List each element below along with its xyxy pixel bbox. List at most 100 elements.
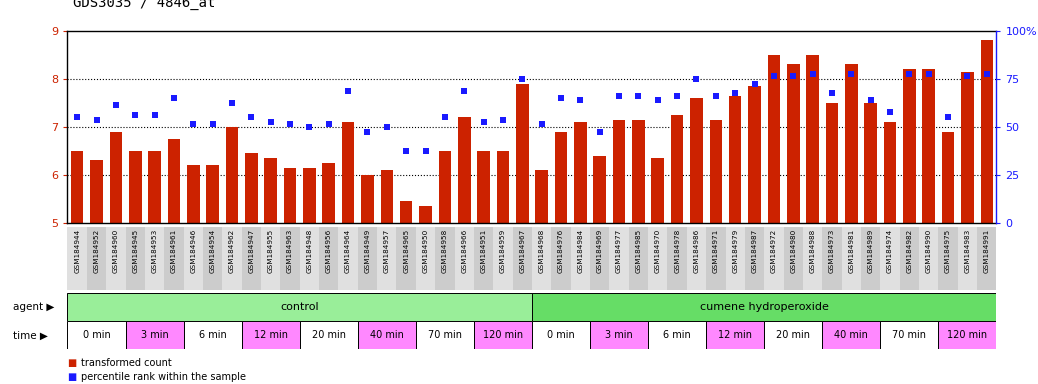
Bar [981, 40, 993, 223]
Bar [938, 321, 996, 349]
Text: 120 min: 120 min [948, 330, 987, 341]
Text: GSM184988: GSM184988 [810, 228, 816, 273]
Text: GSM184989: GSM184989 [868, 228, 874, 273]
Bar [687, 227, 706, 290]
Text: 6 min: 6 min [663, 330, 691, 341]
Bar [474, 321, 531, 349]
Bar [435, 227, 455, 290]
Point [650, 97, 666, 103]
Text: 120 min: 120 min [483, 330, 523, 341]
Bar [493, 227, 513, 290]
Bar [187, 165, 199, 223]
Bar [67, 227, 87, 290]
Bar [571, 227, 590, 290]
Text: GSM184970: GSM184970 [655, 228, 661, 273]
Bar [590, 227, 609, 290]
Point [610, 93, 627, 99]
Bar [706, 227, 726, 290]
Bar [300, 227, 319, 290]
Text: 70 min: 70 min [428, 330, 462, 341]
Bar [400, 201, 412, 223]
Point [475, 119, 492, 125]
Text: 3 min: 3 min [605, 330, 633, 341]
Bar [961, 71, 974, 223]
Bar [377, 227, 397, 290]
Bar [439, 151, 452, 223]
Text: GSM184990: GSM184990 [926, 228, 932, 273]
Point [398, 148, 414, 154]
Bar [319, 227, 338, 290]
Bar [358, 227, 377, 290]
Bar [167, 139, 181, 223]
Bar [242, 321, 300, 349]
Text: 3 min: 3 min [141, 330, 168, 341]
Bar [496, 151, 510, 223]
Text: GSM184959: GSM184959 [500, 228, 506, 273]
Text: agent ▶: agent ▶ [13, 301, 55, 312]
Bar [516, 84, 528, 223]
Text: GSM184952: GSM184952 [93, 228, 100, 273]
Text: 12 min: 12 min [253, 330, 288, 341]
Text: GSM184950: GSM184950 [422, 228, 429, 273]
Bar [807, 55, 819, 223]
Point [281, 121, 298, 127]
Text: 0 min: 0 min [547, 330, 575, 341]
Text: GSM184981: GSM184981 [848, 228, 854, 273]
Point [243, 114, 260, 120]
Text: cumene hydroperoxide: cumene hydroperoxide [700, 301, 828, 312]
Bar [574, 122, 586, 223]
Bar [883, 122, 897, 223]
Bar [531, 321, 590, 349]
Point [417, 148, 434, 154]
Text: GSM184945: GSM184945 [132, 228, 138, 273]
Text: GDS3035 / 4846_at: GDS3035 / 4846_at [73, 0, 215, 10]
Bar [629, 227, 648, 290]
Bar [222, 227, 242, 290]
Text: 0 min: 0 min [83, 330, 110, 341]
Point [727, 90, 743, 96]
Bar [323, 163, 335, 223]
Bar [300, 321, 358, 349]
Text: GSM184957: GSM184957 [384, 228, 390, 273]
Bar [242, 227, 261, 290]
Bar [67, 321, 126, 349]
Bar [477, 151, 490, 223]
Text: percentile rank within the sample: percentile rank within the sample [81, 372, 246, 382]
Point [456, 88, 472, 94]
Bar [129, 151, 141, 223]
Text: GSM184954: GSM184954 [210, 228, 216, 273]
Text: GSM184966: GSM184966 [461, 228, 467, 273]
Bar [283, 167, 296, 223]
Point [881, 109, 898, 116]
Point [495, 116, 512, 122]
Point [88, 116, 105, 122]
Bar [245, 153, 257, 223]
Text: 20 min: 20 min [311, 330, 346, 341]
Bar [690, 98, 703, 223]
Text: GSM184982: GSM184982 [906, 228, 912, 273]
Text: GSM184947: GSM184947 [248, 228, 254, 273]
Bar [67, 293, 531, 321]
Point [668, 93, 685, 99]
Bar [536, 170, 548, 223]
Bar [474, 227, 493, 290]
Text: GSM184977: GSM184977 [617, 228, 622, 273]
Bar [207, 165, 219, 223]
Text: GSM184951: GSM184951 [481, 228, 487, 273]
Bar [787, 64, 799, 223]
Bar [671, 115, 683, 223]
Bar [458, 117, 470, 223]
Text: GSM184979: GSM184979 [732, 228, 738, 273]
Point [263, 119, 279, 125]
Text: 12 min: 12 min [718, 330, 753, 341]
Point [708, 93, 725, 99]
Point [223, 100, 240, 106]
Bar [748, 86, 761, 223]
Point [127, 112, 143, 118]
Text: ■: ■ [67, 372, 77, 382]
Point [572, 97, 589, 103]
Bar [764, 321, 822, 349]
Text: 70 min: 70 min [893, 330, 926, 341]
Text: GSM184991: GSM184991 [984, 228, 990, 273]
Text: GSM184973: GSM184973 [829, 228, 835, 273]
